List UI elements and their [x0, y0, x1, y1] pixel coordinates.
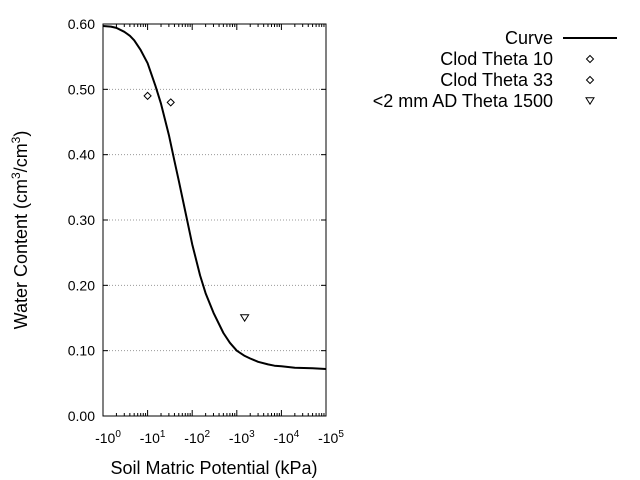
x-tick-label: -103	[229, 429, 255, 446]
y-tick-label: 0.60	[68, 16, 95, 32]
legend-label: <2 mm AD Theta 1500	[373, 91, 553, 111]
data-series	[102, 25, 327, 370]
y-tick-label: 0.20	[68, 277, 95, 293]
x-tick-label: -100	[95, 429, 121, 446]
axis-ticks: 0.00 0.10 0.20 0.30 0.40 0.50 0.60 -100 -101 -102…	[68, 16, 345, 446]
y-tick-label: 0.30	[68, 212, 95, 228]
legend-triangle-swatch	[585, 97, 595, 106]
x-axis-title: Soil Matric Potential (kPa)	[110, 458, 317, 478]
legend-label: Clod Theta 33	[440, 70, 553, 90]
legend-diamond-swatch	[585, 54, 595, 64]
legend-label: Curve	[505, 28, 553, 48]
grid-lines	[103, 88, 326, 352]
x-tick-label: -101	[140, 429, 166, 446]
series-curve-line	[102, 25, 327, 370]
x-tick-label: -104	[274, 429, 300, 446]
y-tick-label: 0.50	[68, 81, 95, 97]
x-tick-label: -105	[318, 429, 344, 446]
x-tick-label: -102	[184, 429, 210, 446]
y-axis-title: Water Content (cm3/cm3)	[9, 131, 31, 330]
legend-label: Clod Theta 10	[440, 49, 553, 69]
y-tick-label: 0.10	[68, 343, 95, 359]
legend-diamond-swatch	[585, 75, 595, 85]
data-point	[143, 91, 152, 101]
y-tick-label: 0.00	[68, 408, 95, 424]
data-point	[239, 314, 250, 323]
data-point	[166, 98, 175, 107]
y-tick-label: 0.40	[68, 147, 95, 163]
